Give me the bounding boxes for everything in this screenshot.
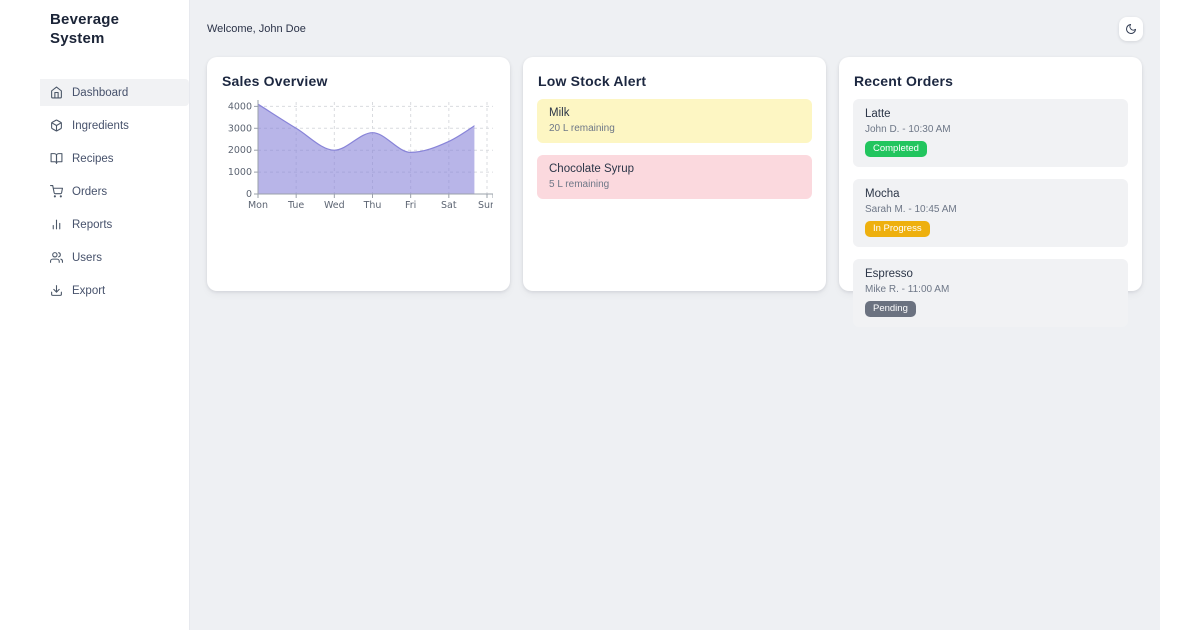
- svg-text:Sat: Sat: [441, 200, 457, 211]
- svg-text:4000: 4000: [228, 101, 252, 112]
- order-item: Espresso Mike R. - 11:00 AM Pending: [853, 259, 1128, 327]
- main-area: Welcome, John Doe Sales Overview 0 1000 20…: [190, 0, 1160, 630]
- svg-text:0: 0: [246, 189, 252, 200]
- sidebar-item-dashboard[interactable]: Dashboard: [40, 79, 189, 107]
- sidebar-item-label: Users: [72, 251, 103, 264]
- sidebar-item-orders[interactable]: Orders: [40, 178, 189, 205]
- sidebar-item-reports[interactable]: Reports: [40, 211, 189, 238]
- low-stock-card: Low Stock Alert Milk 20 L remaining Choc…: [523, 57, 826, 291]
- theme-toggle-button[interactable]: [1119, 17, 1143, 41]
- bar-chart-icon: [50, 218, 63, 231]
- sidebar-item-recipes[interactable]: Recipes: [40, 145, 189, 172]
- order-name: Mocha: [865, 188, 900, 200]
- home-icon: [50, 86, 63, 99]
- cart-icon: [50, 185, 63, 198]
- book-open-icon: [50, 152, 63, 165]
- svg-text:Tue: Tue: [287, 200, 304, 211]
- welcome-message: Welcome, John Doe: [207, 23, 306, 35]
- sidebar-item-export[interactable]: Export: [40, 277, 189, 304]
- stock-item-name: Chocolate Syrup: [549, 163, 635, 175]
- sidebar-item-label: Export: [72, 284, 106, 297]
- page-right-gutter: [1160, 0, 1200, 630]
- order-name: Latte: [865, 108, 891, 120]
- sales-chart-svg: 0 1000 2000 3000 4000 Mon Tue Wed Thu Fri Sat Sun: [228, 100, 496, 211]
- sidebar-item-ingredients[interactable]: Ingredients: [40, 112, 189, 139]
- sidebar-item-label: Orders: [72, 185, 108, 198]
- sidebar-item-label: Reports: [72, 218, 113, 231]
- dashboard-cards: Sales Overview 0 1000 2000 3000 4000 Mon Tue We…: [190, 41, 1160, 327]
- order-meta: Sarah M. - 10:45 AM: [865, 204, 957, 215]
- card-title-sales: Sales Overview: [222, 73, 328, 89]
- topbar: Welcome, John Doe: [190, 0, 1160, 41]
- svg-text:Wed: Wed: [324, 200, 345, 211]
- order-meta: Mike R. - 11:00 AM: [865, 284, 950, 295]
- svg-text:Mon: Mon: [248, 200, 268, 211]
- order-meta: John D. - 10:30 AM: [865, 124, 951, 135]
- sidebar-item-label: Recipes: [72, 152, 114, 165]
- svg-text:Fri: Fri: [405, 200, 416, 211]
- app-container: Beverage System Dashboard Ingredients Re…: [0, 0, 1160, 630]
- sidebar: Beverage System Dashboard Ingredients Re…: [0, 0, 190, 630]
- status-badge: Pending: [865, 301, 916, 317]
- download-icon: [50, 284, 63, 297]
- status-badge: In Progress: [865, 221, 930, 237]
- low-stock-item: Chocolate Syrup 5 L remaining: [537, 155, 812, 199]
- recent-orders-card: Recent Orders Latte John D. - 10:30 AM C…: [839, 57, 1142, 327]
- svg-text:Sun: Sun: [478, 200, 493, 211]
- card-title-recent-orders: Recent Orders: [854, 73, 954, 89]
- order-item: Latte John D. - 10:30 AM Completed: [853, 99, 1128, 167]
- moon-icon: [1125, 23, 1137, 35]
- card-title-low-stock: Low Stock Alert: [538, 73, 647, 89]
- svg-text:1000: 1000: [228, 167, 252, 178]
- users-icon: [50, 251, 63, 264]
- svg-text:Thu: Thu: [363, 200, 382, 211]
- sidebar-item-label: Dashboard: [72, 86, 129, 99]
- svg-text:3000: 3000: [228, 123, 252, 134]
- stock-item-remaining: 20 L remaining: [549, 123, 615, 134]
- status-badge: Completed: [865, 141, 927, 157]
- package-icon: [50, 119, 63, 132]
- sales-overview-card: Sales Overview 0 1000 2000 3000 4000 Mon Tue We…: [207, 57, 510, 291]
- sidebar-item-users[interactable]: Users: [40, 244, 189, 271]
- low-stock-item: Milk 20 L remaining: [537, 99, 812, 143]
- sales-chart: 0 1000 2000 3000 4000 Mon Tue Wed Thu Fri Sat Sun: [221, 99, 496, 216]
- stock-item-remaining: 5 L remaining: [549, 179, 610, 190]
- app-title: Beverage System: [50, 11, 120, 48]
- sidebar-nav: Dashboard Ingredients Recipes Orders: [40, 79, 189, 304]
- sidebar-item-label: Ingredients: [72, 119, 129, 132]
- svg-text:2000: 2000: [228, 145, 252, 156]
- order-item: Mocha Sarah M. - 10:45 AM In Progress: [853, 179, 1128, 247]
- order-name: Espresso: [865, 268, 913, 280]
- stock-item-name: Milk: [549, 107, 570, 119]
